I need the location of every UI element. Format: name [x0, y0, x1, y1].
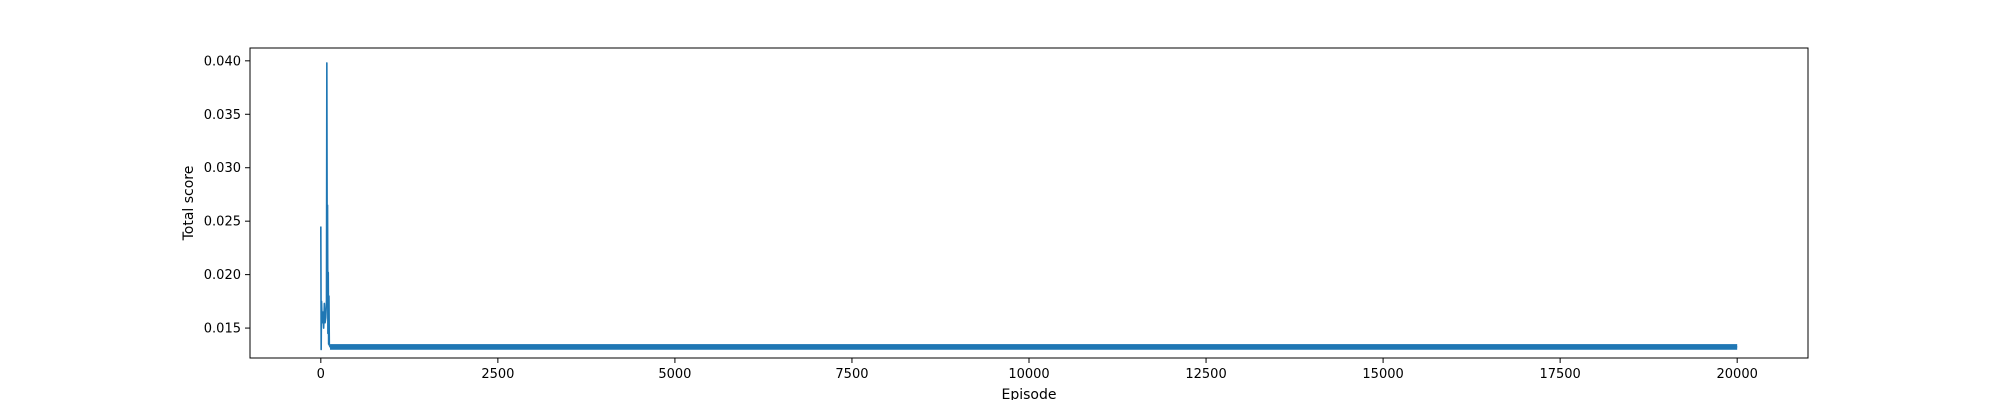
- series-noise-band-0: [330, 344, 1738, 350]
- x-tick-label: 15000: [1362, 367, 1403, 382]
- x-tick-label: 20000: [1717, 367, 1758, 382]
- y-axis-label: Total score: [181, 166, 197, 242]
- x-tick-label: 7500: [835, 367, 868, 382]
- x-tick-label: 12500: [1185, 367, 1226, 382]
- y-tick-label: 0.040: [204, 54, 241, 69]
- x-tick-label: 5000: [658, 367, 691, 382]
- x-tick-label: 17500: [1539, 367, 1580, 382]
- x-tick-label: 0: [317, 367, 325, 382]
- y-tick-label: 0.015: [204, 322, 241, 337]
- y-tick-label: 0.025: [204, 215, 241, 230]
- x-axis-label: Episode: [1002, 387, 1057, 400]
- x-tick-label: 2500: [481, 367, 514, 382]
- plot-area: [250, 48, 1808, 358]
- y-tick-label: 0.020: [204, 268, 241, 283]
- x-tick-label: 10000: [1008, 367, 1049, 382]
- y-tick-label: 0.035: [204, 108, 241, 123]
- y-tick-label: 0.030: [204, 161, 241, 176]
